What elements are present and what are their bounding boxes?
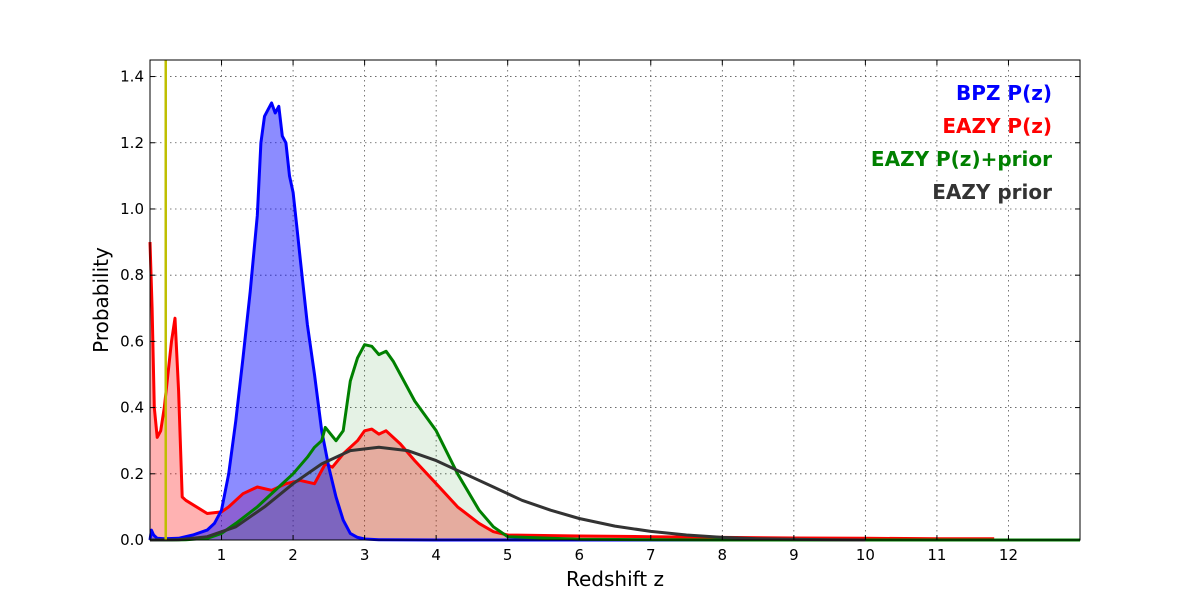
series-fill-eazy-p-z — [150, 242, 995, 540]
series-line-eazy-prior — [149, 445, 866, 542]
series-fill-eazy-p-z-prior — [150, 344, 1080, 540]
legend-entry: BPZ P(z) — [956, 81, 1052, 105]
x-axis-title: Redshift z — [566, 567, 664, 591]
grid-lines — [150, 60, 1080, 541]
series-fill-bpz-p-z — [150, 103, 1080, 540]
x-tick-label: 12 — [999, 546, 1018, 564]
y-tick-label: 1.4 — [120, 68, 144, 86]
legend: BPZ P(z) EAZY P(z) EAZY P(z)+prior EAZY pri… — [871, 81, 1052, 204]
x-tick-label: 2 — [288, 546, 298, 564]
y-tick-label: 0.8 — [120, 266, 144, 284]
x-tick-label: 3 — [360, 546, 370, 564]
y-tick-label: 0.2 — [120, 465, 144, 483]
x-tick-label: 5 — [503, 546, 513, 564]
y-tick-label: 0.6 — [120, 332, 144, 350]
x-tick-label: 4 — [431, 546, 441, 564]
y-tick-label: 1.2 — [120, 134, 144, 152]
x-tick-label: 7 — [646, 546, 656, 564]
y-tick-label: 0.4 — [120, 399, 144, 417]
x-tick-label: 8 — [718, 546, 728, 564]
y-axis-title: Probability — [89, 247, 113, 353]
x-tick-label: 6 — [574, 546, 584, 564]
x-tick-label: 10 — [856, 546, 875, 564]
y-tick-label: 0.0 — [120, 531, 144, 549]
y-tick-label: 1.0 — [120, 200, 144, 218]
plot-frame — [149, 59, 1081, 541]
axis-ticks: 1 2 3 4 5 6 7 8 9 10 11 120.00.20.40.60.81.01.21.4 — [120, 60, 1080, 564]
x-tick-label: 1 — [217, 546, 227, 564]
x-tick-label: 9 — [789, 546, 799, 564]
x-tick-label: 11 — [927, 546, 946, 564]
legend-entry: EAZY P(z)+prior — [871, 147, 1052, 171]
series-line-eazy-p-z-prior — [150, 343, 1080, 542]
legend-entry: EAZY prior — [932, 180, 1052, 204]
legend-entry: EAZY P(z) — [942, 114, 1052, 138]
